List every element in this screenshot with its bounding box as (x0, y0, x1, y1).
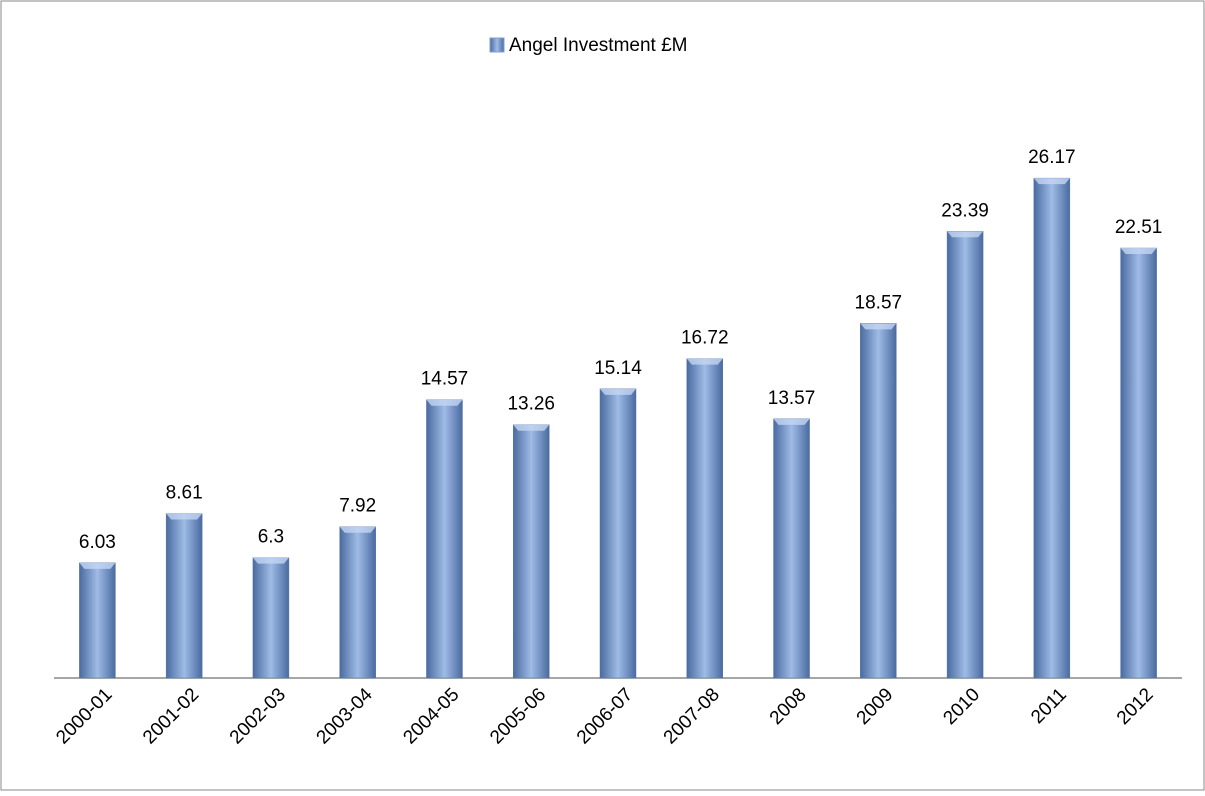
bar-bevel (773, 418, 810, 425)
bar (1120, 247, 1157, 679)
bar (165, 513, 203, 679)
bar-bevel (339, 526, 376, 533)
data-label: 8.61 (166, 483, 203, 504)
bar-bevel (426, 399, 463, 406)
bar-bevel (252, 557, 289, 564)
bar-bevel (1033, 178, 1070, 185)
data-label: 13.57 (768, 388, 816, 409)
bar-bevel (513, 424, 550, 431)
data-label: 7.92 (339, 496, 376, 517)
legend-swatch (489, 37, 505, 53)
bar (773, 418, 810, 679)
data-label: 6.3 (258, 527, 284, 548)
data-label: 26.17 (1028, 147, 1076, 168)
bar (512, 424, 550, 679)
bar (860, 323, 897, 679)
bar (426, 399, 463, 679)
bar (339, 526, 376, 679)
bar-bevel (600, 388, 636, 395)
data-label: 16.72 (681, 328, 729, 349)
bar-bevel (79, 562, 116, 569)
data-label: 22.51 (1115, 217, 1163, 238)
bar (946, 231, 984, 679)
data-label: 6.03 (79, 532, 116, 553)
legend-label: Angel Investment £M (509, 35, 687, 56)
data-label: 23.39 (941, 200, 989, 221)
bar (1033, 177, 1071, 679)
bar-bevel (166, 513, 203, 520)
bar-bevel (860, 323, 897, 330)
bar-bevel (1120, 248, 1157, 255)
data-label: 18.57 (855, 292, 903, 313)
data-label: 14.57 (421, 369, 469, 390)
bar (79, 562, 116, 679)
bar (599, 388, 637, 679)
bar-bevel (686, 358, 723, 365)
data-label: 15.14 (594, 358, 642, 379)
bar (686, 358, 724, 679)
data-label: 13.26 (507, 394, 555, 415)
bar-bevel (947, 231, 984, 238)
bar (252, 557, 290, 679)
